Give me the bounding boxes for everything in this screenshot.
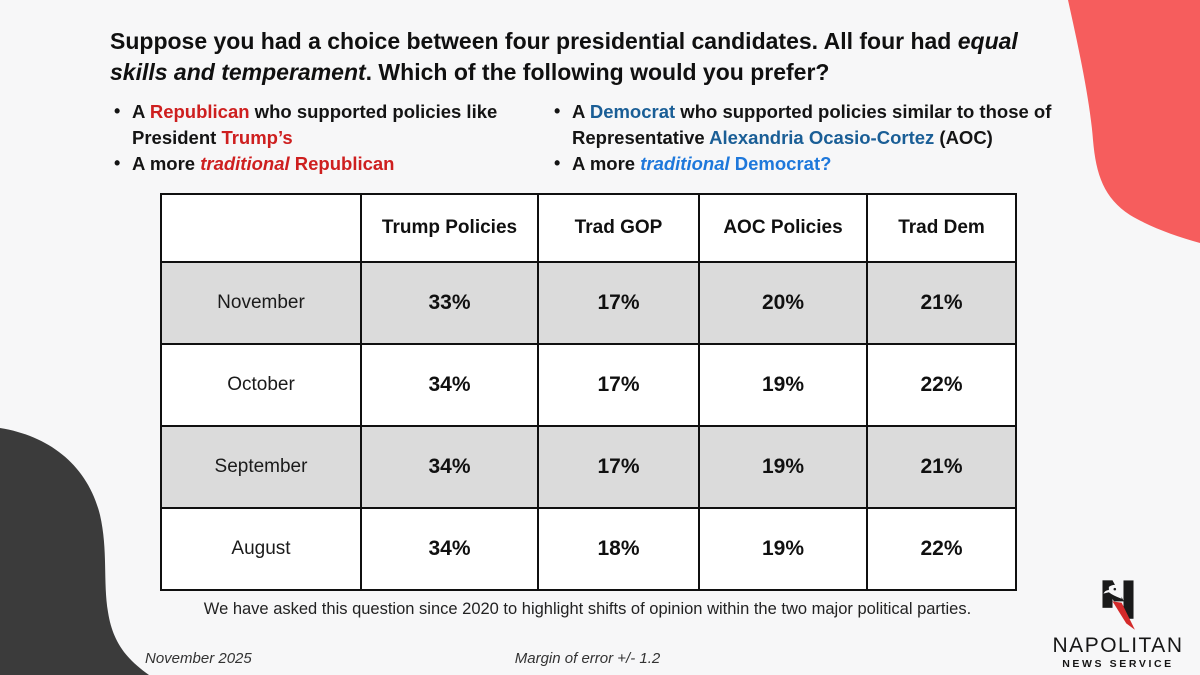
list-item: • A more traditional Republican [110,151,542,177]
list-item: • A Democrat who supported policies simi… [550,99,1095,151]
table-cell: 22% [866,507,1017,591]
table-cell: 19% [698,343,868,427]
napolitan-logo: NAPOLITAN NEWS SERVICE [1043,580,1193,671]
table-cell: 33% [360,261,539,345]
table-cell: 22% [866,343,1017,427]
table-header-row: Trump Policies Trad GOP AOC Policies Trad D… [160,193,1017,263]
row-label: November [160,261,362,345]
option-text: A more traditional Democrat? [572,153,832,174]
logo-name: NAPOLITAN [1052,634,1184,657]
list-item: • A Republican who supported policies li… [110,99,542,151]
row-label: September [160,425,362,509]
table-cell: 21% [866,425,1017,509]
democrat-options-list: • A Democrat who supported policies simi… [550,99,1095,177]
bullet-icon: • [554,101,561,121]
dark-corner-decoration [0,428,149,675]
column-header [160,193,362,263]
option-text: A Republican who supported policies like… [132,101,498,148]
table-cell: 34% [360,507,539,591]
table-cell: 17% [537,343,700,427]
table-cell: 20% [698,261,868,345]
option-text: A more traditional Republican [132,153,395,174]
table-row: September 34% 17% 19% 21% [160,425,1017,509]
poll-table: Trump Policies Trad GOP AOC Policies Trad D… [160,193,1017,591]
eagle-n-logo-icon [1102,580,1135,630]
republican-options-list: • A Republican who supported policies li… [110,99,542,177]
question-title: Suppose you had a choice between four pr… [110,28,1018,85]
logo-tagline: NEWS SERVICE [1062,658,1174,670]
list-item: • A more traditional Democrat? [550,151,1095,177]
footnote-text: We have asked this question since 2020 t… [203,600,972,618]
row-label: August [160,507,362,591]
row-label: October [160,343,362,427]
table-cell: 19% [698,425,868,509]
table-row: November 33% 17% 20% 21% [160,261,1017,345]
option-text: A Democrat who supported policies simila… [572,101,1052,148]
bullet-icon: • [554,153,561,173]
table-row: October 34% 17% 19% 22% [160,343,1017,427]
table-row: August 34% 18% 19% 22% [160,507,1017,591]
table-cell: 21% [866,261,1017,345]
table-cell: 19% [698,507,868,591]
table-cell: 18% [537,507,700,591]
table-cell: 34% [360,425,539,509]
bullet-icon: • [114,153,121,173]
table-cell: 17% [537,425,700,509]
margin-of-error: Margin of error +/- 1.2 [514,650,661,667]
column-header: Trump Policies [360,193,539,263]
bullet-icon: • [114,101,121,121]
column-header: AOC Policies [698,193,868,263]
table-cell: 34% [360,343,539,427]
table-cell: 17% [537,261,700,345]
column-header: Trad Dem [866,193,1017,263]
survey-date: November 2025 [145,650,252,667]
column-header: Trad GOP [537,193,700,263]
